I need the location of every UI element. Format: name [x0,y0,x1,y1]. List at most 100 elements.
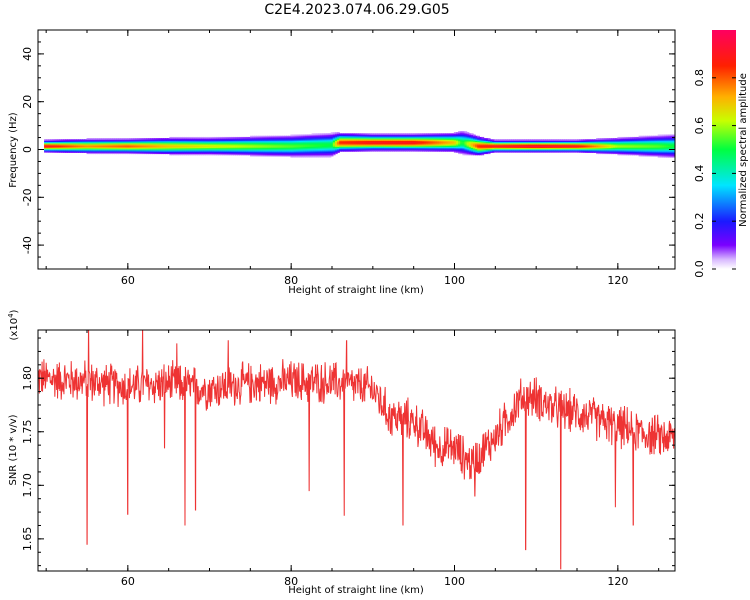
heatmap-cell [560,151,563,153]
heatmap-cell [419,144,423,146]
heatmap-cell [644,135,648,138]
heatmap-cell [664,154,667,157]
heatmap-cell [417,144,421,146]
heatmap-cell [649,136,652,139]
heatmap-cell [568,150,572,152]
heatmap-cell [617,153,621,156]
heatmap-cell [254,150,257,152]
heatmap-cell [317,142,321,145]
heatmap-cell [434,136,438,139]
heatmap-cell [464,135,468,138]
heatmap-cell [428,141,432,144]
heatmap-cell [396,142,400,145]
heatmap-cell [589,142,593,145]
heatmap-cell [305,141,308,144]
heatmap-cell [523,141,527,144]
heatmap-cell [118,141,122,144]
heatmap-cell [254,147,257,150]
heatmap-cell [203,139,207,141]
heatmap-cell [358,142,362,145]
heatmap-cell [328,151,332,153]
heatmap-cell [375,142,379,145]
heatmap-cell [207,145,211,147]
heatmap-cell [281,150,285,152]
heatmap-cell [405,145,408,147]
heatmap-cell [82,148,86,151]
heatmap-cell [644,138,648,140]
heatmap-cell [436,141,440,144]
heatmap-cell [69,151,73,153]
heatmap-cell [594,151,597,153]
heatmap-cell [402,141,406,144]
heatmap-cell [330,152,334,155]
heatmap-cell [230,146,234,149]
heatmap-cell [439,145,442,147]
heatmap-cell [330,141,334,144]
heatmap-cell [80,140,83,143]
snr-y-tick-label: 1.70 [21,473,34,498]
heatmap-cell [534,141,538,144]
heatmap-cell [351,134,355,137]
heatmap-cell [523,145,527,147]
heatmap-cell [659,151,663,153]
heatmap-cell [303,151,306,153]
heatmap-cell [103,141,107,144]
heatmap-cell [415,150,419,152]
heatmap-cell [65,146,69,149]
heatmap-cell [279,138,283,140]
heatmap-cell [103,144,107,146]
heatmap-cell [627,138,631,140]
heatmap-cell [464,147,468,150]
heatmap-cell [419,134,423,137]
heatmap-cell [303,153,306,156]
heatmap-cell [281,142,285,145]
heatmap-cell [606,144,610,146]
heatmap-cell [44,147,47,150]
heatmap-cell [636,142,640,145]
heatmap-cell [349,148,353,151]
heatmap-cell [311,144,315,146]
heatmap-cell [273,150,277,152]
heatmap-cell [309,141,313,144]
heatmap-cell [655,147,659,150]
heatmap-cell [137,148,141,151]
heatmap-cell [659,150,663,152]
heatmap-cell [604,145,608,147]
heatmap-cell [99,139,102,141]
heatmap-cell [443,138,446,140]
heatmap-cell [375,139,379,141]
heatmap-cell [112,146,115,149]
heatmap-cell [604,151,608,153]
heatmap-cell [492,141,495,144]
heatmap-cell [184,145,187,147]
heatmap-cell [453,133,457,135]
heatmap-cell [97,141,100,144]
snr-scale-note: (x104) [7,309,20,340]
heatmap-cell [141,138,145,140]
heatmap-cell [124,146,128,149]
heatmap-cell [78,139,81,141]
heatmap-cell [105,140,109,143]
heatmap-cell [608,146,612,149]
heatmap-cell [239,144,243,146]
heatmap-cell [120,139,124,141]
heatmap-cell [73,141,77,144]
heatmap-cell [536,150,540,152]
heatmap-cell [462,146,466,149]
snr-y-tick-label: 1.80 [21,366,34,391]
heatmap-cell [250,135,253,138]
heatmap-cell [69,141,73,144]
heatmap-cell [63,141,66,144]
heatmap-cell [243,138,247,140]
heatmap-cell [659,152,663,155]
heatmap-cell [345,148,349,151]
heatmap-cell [118,145,122,147]
heatmap-cell [220,153,224,156]
heatmap-cell [424,135,427,138]
heatmap-cell [44,150,47,152]
heatmap-cell [445,150,449,152]
heatmap-cell [339,133,342,135]
heatmap-cell [530,145,534,147]
heatmap-cell [300,147,304,150]
heatmap-cell [583,142,587,145]
